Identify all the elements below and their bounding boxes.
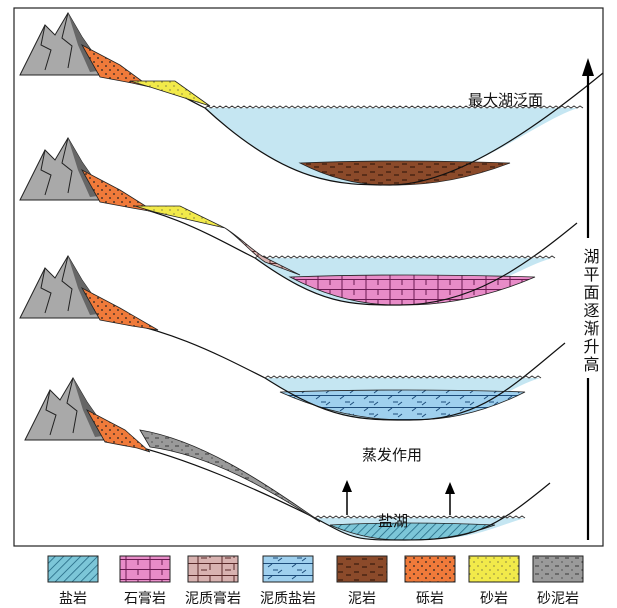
legend: 盐岩 石膏岩 泥质膏岩 泥质盐岩 泥岩 砾岩 砂岩 砂泥岩	[48, 556, 583, 607]
salt-lake-label: 盐湖	[378, 512, 408, 530]
legend-label: 砂岩	[480, 591, 508, 607]
max-flooding-label: 最大湖泛面	[468, 91, 543, 109]
legend-label: 泥岩	[348, 591, 376, 607]
diagram: 湖平面逐渐升高 最大湖泛面 蒸发作用 盐湖 盐岩 石膏岩 泥质膏岩 泥质盐岩 泥岩 砾岩 砂…	[0, 0, 617, 608]
evaporation-label: 蒸发作用	[362, 446, 422, 464]
legend-swatch	[120, 556, 170, 582]
legend-swatch	[263, 556, 313, 582]
legend-swatch	[405, 556, 455, 582]
legend-label: 砾岩	[416, 591, 444, 607]
legend-swatch	[337, 556, 387, 582]
legend-swatch	[48, 556, 98, 582]
legend-label: 泥质膏岩	[185, 590, 241, 607]
legend-swatch	[533, 556, 583, 582]
legend-label: 砂泥岩	[537, 591, 579, 607]
legend-label: 石膏岩	[124, 590, 166, 607]
legend-label: 盐岩	[59, 591, 87, 607]
legend-label: 泥质盐岩	[260, 591, 316, 607]
legend-swatch	[188, 556, 238, 582]
legend-swatch	[469, 556, 519, 582]
lake-level-label: 湖平面逐渐升高	[581, 248, 600, 374]
